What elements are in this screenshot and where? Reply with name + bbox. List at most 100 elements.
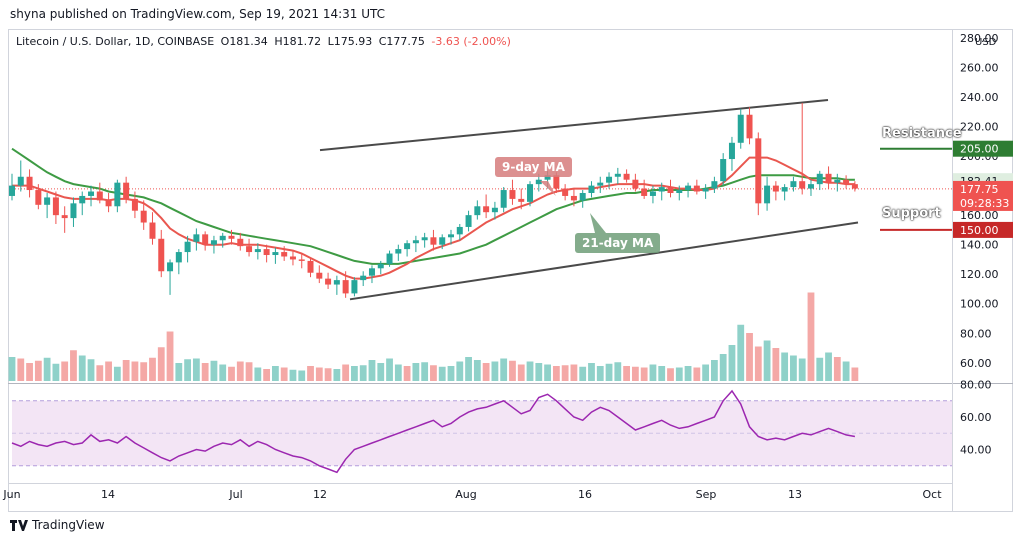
volume-bar [438,366,446,381]
last-price-tag: 177.75 [960,183,999,196]
volume-bar [386,358,393,381]
symbol-title: Litecoin / U.S. Dollar, 1D, COINBASE [16,35,215,48]
candle-body [772,185,779,192]
volume-bar [149,357,156,381]
candle-body [570,195,577,201]
candle-body [614,173,621,177]
candle-body [281,252,288,257]
volume-bar [825,352,832,381]
volume-bar [8,357,16,381]
time-tick-label: 13 [788,488,802,501]
rsi-tick-label: 40.00 [960,444,992,457]
volume-bar [728,345,736,381]
volume-bar [342,364,350,381]
candle-body [105,200,112,207]
resistance-label: Resistance [882,126,962,141]
resistance-price-tag-bg [953,140,1013,157]
volume-bar [570,364,578,381]
candle-body [474,206,481,216]
candle-body [123,182,130,199]
volume-bar [324,368,332,381]
volume-bar [403,366,411,381]
candle-body [114,182,121,207]
volume-bar [280,367,288,381]
candle-body [693,185,700,192]
footer-brand[interactable]: TradingView [10,518,105,532]
candle-body [658,187,665,192]
volume-bar [491,361,499,381]
candle-body [307,260,314,273]
upper-channel-line [319,98,829,152]
time-tick-label: Sep [696,488,717,501]
candle-body [807,184,814,189]
candle-body [149,222,156,239]
volume-bar [430,365,437,381]
volume-bar [166,331,174,381]
candle-body [553,175,560,189]
support-price-tag: 150.00 [960,224,999,237]
candle-body [395,249,402,254]
candle-body [755,138,762,204]
candle-body [237,238,244,247]
volume-bar [535,363,543,381]
volume-bar [368,360,376,381]
time-tick-label: 12 [313,488,327,501]
volume-bar [473,360,481,381]
volume-bar [245,362,253,381]
candle-body [17,176,24,186]
volume-bar [210,360,218,381]
volume-bar [34,360,42,381]
candle-body [351,280,358,294]
candle-body [377,263,384,269]
publisher-line: shyna published on TradingView.com, Sep … [10,7,386,21]
volume-bar [421,362,429,381]
volume-bar [816,357,824,381]
candle-body [448,234,454,238]
volume-bar [412,363,420,381]
candle-body [70,203,77,219]
candle-body [746,114,753,139]
candle-body [263,249,270,256]
candle-body [737,114,744,143]
candle-body [44,197,51,205]
candle-body [509,190,516,199]
candle-body [456,226,463,235]
candle-body [175,252,182,263]
volume-bar [192,358,200,381]
volume-bar [298,370,306,381]
volume-bar [377,363,385,381]
candle-body [465,215,472,227]
time-tick-label: Jun [2,488,20,501]
candle-body [649,191,656,196]
ohlc-change: -3.63 (-2.00%) [431,35,511,48]
volume-bar [465,357,472,381]
volume-bar [754,346,762,381]
volume-bar [482,363,490,381]
price-tick-label: 240.00 [960,91,999,104]
candle-body [632,179,639,189]
rsi-tick-label: 60.00 [960,411,992,424]
volume-bar [289,369,297,381]
volume-bar [122,360,130,381]
volume-bar [219,364,227,381]
volume-bar [254,367,262,381]
volume-bar [851,367,859,381]
candle-body [61,215,68,219]
volume-bar [588,363,595,381]
support-label: Support [882,206,941,221]
volume-bar [596,366,604,381]
time-tick-label: 14 [101,488,115,501]
last-price-tag-bg [953,180,1013,211]
candle-body [439,237,446,245]
volume-bar [236,361,244,381]
time-tick-label: Jul [228,488,242,501]
candle-body [623,173,630,180]
candle-body [588,185,595,193]
chart-frame[interactable] [8,29,1013,512]
price-tick-label: 220.00 [960,121,999,134]
volume-bar [790,355,797,381]
volume-bar [798,358,806,381]
candle-body [202,234,209,245]
currency-label: USD [975,37,997,48]
